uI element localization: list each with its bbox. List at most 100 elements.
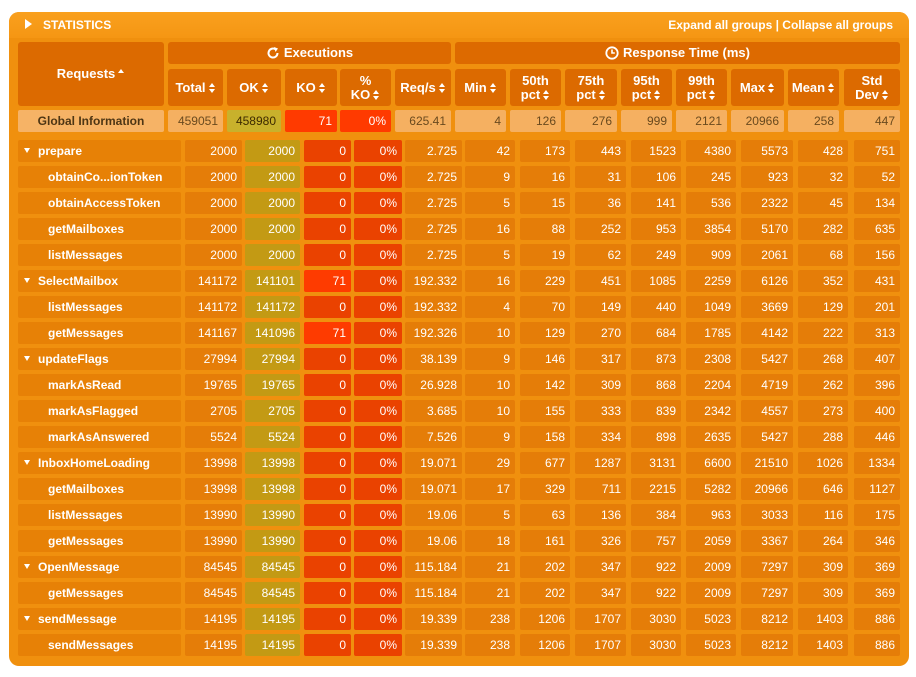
expand-caret-icon[interactable] <box>24 148 30 154</box>
cell-ko: 0 <box>304 400 351 422</box>
cell-std-dev: 400 <box>854 400 900 422</box>
cell-min: 238 <box>465 608 515 630</box>
request-name-cell: obtainCo...ionToken <box>18 166 181 188</box>
cell-pct-ko: 0% <box>354 530 402 552</box>
col-header-ok[interactable]: OK <box>227 69 281 106</box>
cell-max: 5170 <box>741 218 793 240</box>
cell-min: 9 <box>465 348 515 370</box>
col-header-p75[interactable]: 75th pct <box>565 69 617 106</box>
request-name-cell[interactable]: prepare <box>18 140 181 162</box>
col-header-text: OK <box>239 79 259 95</box>
request-name: getMailboxes <box>48 222 125 236</box>
cell-req-s: 26.928 <box>405 374 462 396</box>
sort-icon <box>654 90 661 101</box>
cell-p50: 161 <box>520 530 570 552</box>
request-name: getMessages <box>48 586 124 600</box>
cell-p99: 2259 <box>686 270 736 292</box>
cell-p75: 62 <box>575 244 626 266</box>
cell-p99: 2342 <box>686 400 736 422</box>
col-header-max[interactable]: Max <box>731 69 784 106</box>
cell-p75: 711 <box>575 478 626 500</box>
expand-caret-icon[interactable] <box>24 356 30 362</box>
col-header-std-dev[interactable]: Std Dev <box>844 69 900 106</box>
cell-p95: 898 <box>631 426 681 448</box>
collapse-all-groups-link[interactable]: Collapse all groups <box>782 18 893 32</box>
request-name-cell: markAsFlagged <box>18 400 181 422</box>
cell-mean: 273 <box>798 400 848 422</box>
cell-ko: 0 <box>304 140 351 162</box>
expand-caret-icon[interactable] <box>24 460 30 466</box>
cell-max: 2061 <box>741 244 793 266</box>
cell-ko: 0 <box>304 556 351 578</box>
cell-p99: 4380 <box>686 140 736 162</box>
cell-max: 3669 <box>741 296 793 318</box>
cell-p75: 334 <box>575 426 626 448</box>
cell-ok: 2000 <box>245 244 300 266</box>
cell-std-dev: 886 <box>854 608 900 630</box>
cell-std-dev: 52 <box>854 166 900 188</box>
cell-mean: 268 <box>798 348 848 370</box>
request-name-cell[interactable]: SelectMailbox <box>18 270 181 292</box>
cell-mean: 258 <box>788 110 839 132</box>
cell-total: 13998 <box>185 478 242 500</box>
cell-p99: 1785 <box>686 322 736 344</box>
cell-ko: 71 <box>304 270 351 292</box>
col-header-mean[interactable]: Mean <box>788 69 839 106</box>
cell-p95: 106 <box>631 166 681 188</box>
cell-min: 29 <box>465 452 515 474</box>
request-name-cell[interactable]: updateFlags <box>18 348 181 370</box>
requests-header[interactable]: Requests <box>18 42 164 106</box>
cell-ko: 0 <box>304 374 351 396</box>
cell-ok: 458980 <box>227 110 281 132</box>
cell-ko: 0 <box>304 296 351 318</box>
col-header-p95[interactable]: 95th pct <box>621 69 672 106</box>
cell-mean: 1403 <box>798 634 848 656</box>
request-name: InboxHomeLoading <box>38 456 150 470</box>
col-header-total[interactable]: Total <box>168 69 223 106</box>
collapse-triangle-icon[interactable] <box>25 19 32 29</box>
cell-p95: 141 <box>631 192 681 214</box>
cell-p75: 309 <box>575 374 626 396</box>
expand-caret-icon[interactable] <box>24 616 30 622</box>
sort-icon <box>881 90 889 101</box>
request-name-cell: getMessages <box>18 322 181 344</box>
request-name-cell[interactable]: InboxHomeLoading <box>18 452 181 474</box>
cell-max: 4142 <box>741 322 793 344</box>
cell-ko: 0 <box>304 348 351 370</box>
cell-p95: 440 <box>631 296 681 318</box>
sort-icon <box>828 83 835 94</box>
cell-min: 17 <box>465 478 515 500</box>
cell-ok: 2705 <box>245 400 300 422</box>
cell-p75: 347 <box>575 556 626 578</box>
cell-pct-ko: 0% <box>354 348 402 370</box>
cell-pct-ko: 0% <box>354 426 402 448</box>
cell-p95: 868 <box>631 374 681 396</box>
request-name-cell[interactable]: sendMessage <box>18 608 181 630</box>
cell-p99: 963 <box>686 504 736 526</box>
expand-caret-icon[interactable] <box>24 278 30 284</box>
col-header-p99[interactable]: 99th pct <box>676 69 727 106</box>
request-name-cell[interactable]: OpenMessage <box>18 556 181 578</box>
request-name: listMessages <box>48 508 123 522</box>
request-name-cell: obtainAccessToken <box>18 192 181 214</box>
expand-all-groups-link[interactable]: Expand all groups <box>668 18 773 32</box>
cell-p99: 1049 <box>686 296 736 318</box>
col-header-min[interactable]: Min <box>455 69 506 106</box>
expand-caret-icon[interactable] <box>24 564 30 570</box>
col-header-p50[interactable]: 50th pct <box>510 69 561 106</box>
cell-ko: 0 <box>304 218 351 240</box>
col-header-pct-ko[interactable]: % KO <box>340 69 391 106</box>
cell-ok: 2000 <box>245 192 300 214</box>
col-header-ko[interactable]: KO <box>285 69 337 106</box>
request-name: obtainCo...ionToken <box>48 170 163 184</box>
request-name: getMailboxes <box>48 482 125 496</box>
sort-icon <box>438 83 446 94</box>
col-header-req-s[interactable]: Req/s <box>395 69 451 106</box>
cell-total: 19765 <box>185 374 242 396</box>
cell-pct-ko: 0% <box>354 244 402 266</box>
cell-mean: 1403 <box>798 608 848 630</box>
cell-p50: 19 <box>520 244 570 266</box>
request-name: sendMessages <box>48 638 134 652</box>
cell-req-s: 7.526 <box>405 426 462 448</box>
cell-p99: 3854 <box>686 218 736 240</box>
